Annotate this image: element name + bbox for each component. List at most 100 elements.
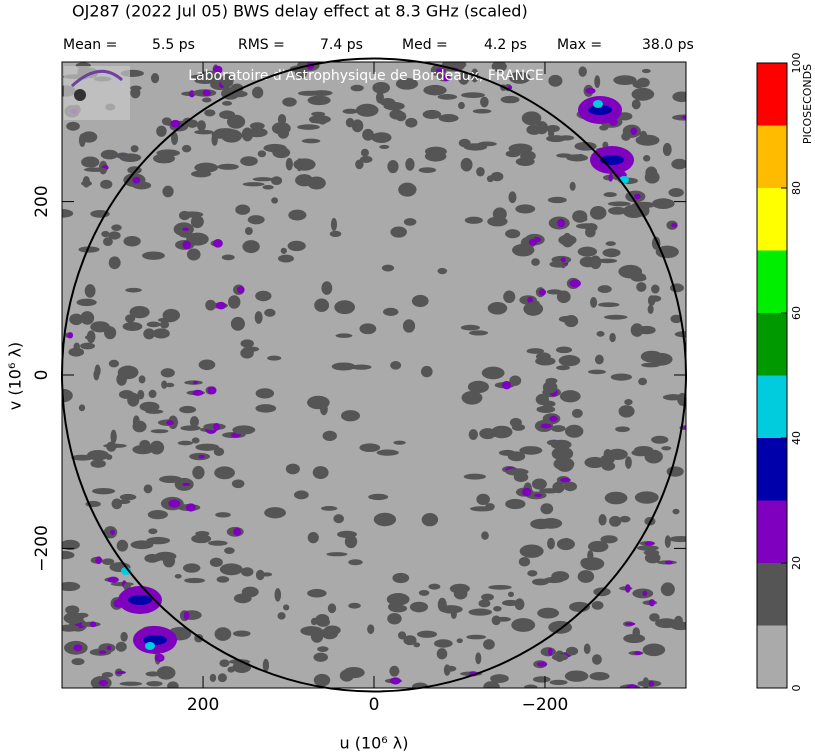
- texture: [518, 556, 531, 567]
- texture: [182, 563, 201, 573]
- texture: [519, 446, 543, 455]
- texture: [537, 607, 560, 619]
- texture: [434, 639, 453, 648]
- texture: [463, 473, 486, 480]
- texture: [342, 667, 365, 679]
- texture: [233, 527, 242, 536]
- texture: [307, 531, 319, 544]
- texture: [321, 627, 339, 640]
- texture: [174, 573, 182, 579]
- texture: [596, 331, 605, 337]
- texture: [585, 87, 596, 94]
- texture: [411, 294, 429, 308]
- texture: [115, 670, 126, 675]
- texture: [413, 642, 421, 648]
- texture: [536, 405, 556, 413]
- texture: [398, 631, 407, 640]
- texture: [515, 204, 536, 214]
- texture: [444, 665, 457, 672]
- texture: [110, 429, 117, 444]
- texture: [558, 315, 576, 323]
- texture: [129, 305, 150, 319]
- texture: [92, 487, 116, 495]
- texture: [405, 158, 415, 171]
- texture: [589, 205, 607, 220]
- y-axis-label: v (10⁶ λ): [6, 342, 25, 410]
- texture: [156, 666, 176, 680]
- texture: [204, 109, 216, 117]
- texture: [593, 100, 603, 108]
- texture: [154, 653, 165, 662]
- texture: [106, 645, 112, 651]
- texture: [190, 215, 204, 229]
- texture: [277, 127, 289, 139]
- texture: [132, 444, 154, 455]
- x-tick-label: −200: [522, 695, 569, 715]
- texture: [220, 73, 234, 88]
- texture: [522, 487, 532, 497]
- texture: [150, 72, 160, 84]
- texture: [213, 447, 225, 457]
- texture: [287, 240, 306, 252]
- texture: [300, 626, 323, 636]
- texture: [527, 296, 533, 304]
- texture: [626, 684, 638, 688]
- texture: [634, 193, 641, 200]
- texture: [615, 426, 630, 433]
- texture: [285, 463, 300, 475]
- texture: [511, 618, 536, 632]
- texture: [551, 653, 569, 661]
- texture: [191, 437, 200, 444]
- texture: [115, 641, 127, 652]
- texture: [542, 381, 558, 394]
- texture: [120, 631, 128, 642]
- texture: [664, 535, 671, 548]
- texture: [619, 515, 631, 523]
- texture: [254, 311, 263, 324]
- stat-value: 4.2 ps: [484, 37, 527, 53]
- y-tick-label: 0: [32, 370, 52, 381]
- texture: [460, 157, 473, 172]
- texture: [62, 209, 74, 218]
- texture: [461, 92, 485, 99]
- stat-value: 5.5 ps: [152, 37, 195, 53]
- texture: [242, 182, 265, 187]
- texture: [496, 616, 511, 622]
- texture: [608, 173, 613, 182]
- colorbar-band: [757, 63, 787, 126]
- texture: [637, 545, 659, 551]
- texture: [71, 658, 85, 666]
- texture: [405, 117, 418, 128]
- texture: [597, 258, 618, 264]
- texture: [671, 222, 678, 228]
- texture: [549, 415, 558, 422]
- texture: [274, 588, 282, 602]
- texture: [672, 91, 686, 103]
- texture: [313, 673, 331, 687]
- texture: [640, 350, 663, 363]
- texture: [283, 604, 290, 611]
- colorbar-tick-label: 80: [790, 181, 803, 195]
- texture: [389, 677, 401, 685]
- texture: [634, 651, 642, 656]
- texture: [423, 84, 447, 96]
- texture: [669, 536, 686, 543]
- texture: [271, 197, 279, 204]
- texture: [186, 248, 201, 261]
- texture: [420, 365, 433, 378]
- texture: [371, 132, 392, 144]
- texture: [66, 121, 80, 131]
- texture: [168, 499, 181, 508]
- texture: [530, 518, 552, 530]
- texture: [315, 614, 330, 624]
- texture: [550, 439, 572, 450]
- texture: [631, 87, 655, 101]
- texture: [456, 638, 463, 644]
- texture: [185, 503, 196, 512]
- texture: [636, 77, 650, 88]
- stat-value: 38.0 ps: [642, 37, 694, 53]
- texture: [604, 314, 628, 320]
- texture: [416, 630, 438, 638]
- texture: [217, 673, 227, 683]
